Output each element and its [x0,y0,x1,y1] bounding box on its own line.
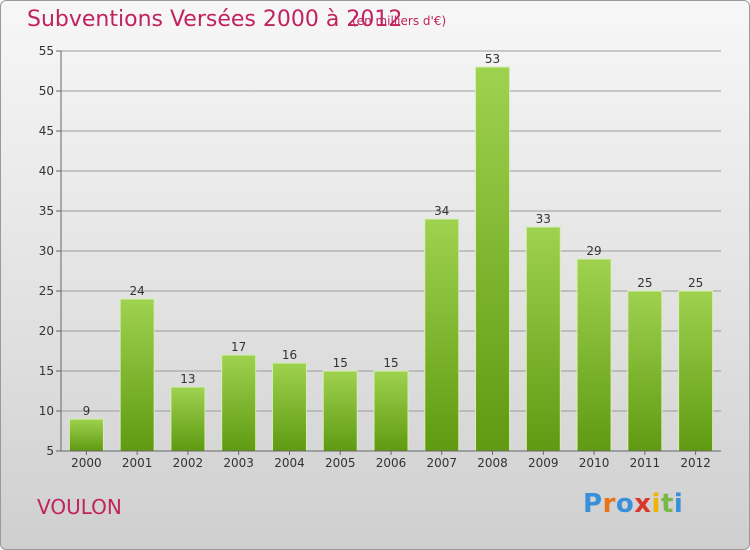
x-tick-label-2007: 2007 [426,456,457,470]
logo-letter: o [615,489,635,519]
proxiti-logo: Proxiti [583,489,683,519]
x-tick-label-2011: 2011 [630,456,661,470]
value-label-2008: 53 [485,52,500,66]
y-tick-label: 25 [39,284,54,298]
x-tick-label-2001: 2001 [122,456,153,470]
value-label-2005: 15 [333,356,348,370]
x-tick-label-2009: 2009 [528,456,559,470]
y-tick-label: 40 [39,164,54,178]
y-tick-label: 5 [46,444,54,458]
value-label-2004: 16 [282,348,297,362]
value-label-2002: 13 [180,372,195,386]
bar-2009 [525,226,561,452]
bar-2002 [170,386,206,452]
y-tick-label: 30 [39,244,54,258]
axes [56,50,721,455]
value-label-2011: 25 [637,276,652,290]
x-tick-label-2008: 2008 [477,456,508,470]
y-tick-label: 55 [39,44,54,58]
x-tick-label-2000: 2000 [71,456,102,470]
x-tick-label-2006: 2006 [376,456,407,470]
y-tick-label: 50 [39,84,54,98]
value-label-2012: 25 [688,276,703,290]
bar-2001 [119,298,155,452]
commune-name: VOULON [37,495,122,519]
y-tick-label: 35 [39,204,54,218]
logo-letter: x [634,489,652,519]
logo-letter: t [660,489,674,519]
x-tick-label-2002: 2002 [173,456,204,470]
bar-2003 [221,354,257,452]
y-tick-label: 10 [39,404,54,418]
y-tick-label: 45 [39,124,54,138]
y-tick-label: 20 [39,324,54,338]
logo-letter: r [602,489,616,519]
chart-title: Subventions Versées 2000 à 2012 [27,7,403,32]
logo-letter: i [673,489,684,519]
value-label-2000: 9 [83,404,91,418]
value-label-2006: 15 [383,356,398,370]
bar-2000 [68,418,104,452]
logo-letter: P [583,489,603,519]
x-tick-label-2003: 2003 [223,456,254,470]
value-label-2009: 33 [536,212,551,226]
bar-2007 [424,218,460,452]
logo-letter: i [651,489,661,519]
y-tick-label: 15 [39,364,54,378]
x-tick-label-2004: 2004 [274,456,305,470]
value-label-2010: 29 [586,244,601,258]
bar-2004 [271,362,307,452]
bar-2006 [373,370,409,452]
x-tick-label-2005: 2005 [325,456,356,470]
labels: 5 10 15 20 25 30 35 40 45 50 55 9 2000 24 2001 13 2002 17… [39,44,711,470]
bar-2012 [678,290,714,452]
bar-2005 [322,370,358,452]
bar-2011 [627,290,663,452]
x-tick-label-2012: 2012 [680,456,711,470]
unit-note: (en milliers d'€) [352,14,447,28]
x-tick-label-2010: 2010 [579,456,610,470]
value-label-2003: 17 [231,340,246,354]
value-label-2001: 24 [130,284,145,298]
bars [68,66,714,452]
bar-2008 [475,66,511,452]
bar-2010 [576,258,612,452]
value-label-2007: 34 [434,204,449,218]
